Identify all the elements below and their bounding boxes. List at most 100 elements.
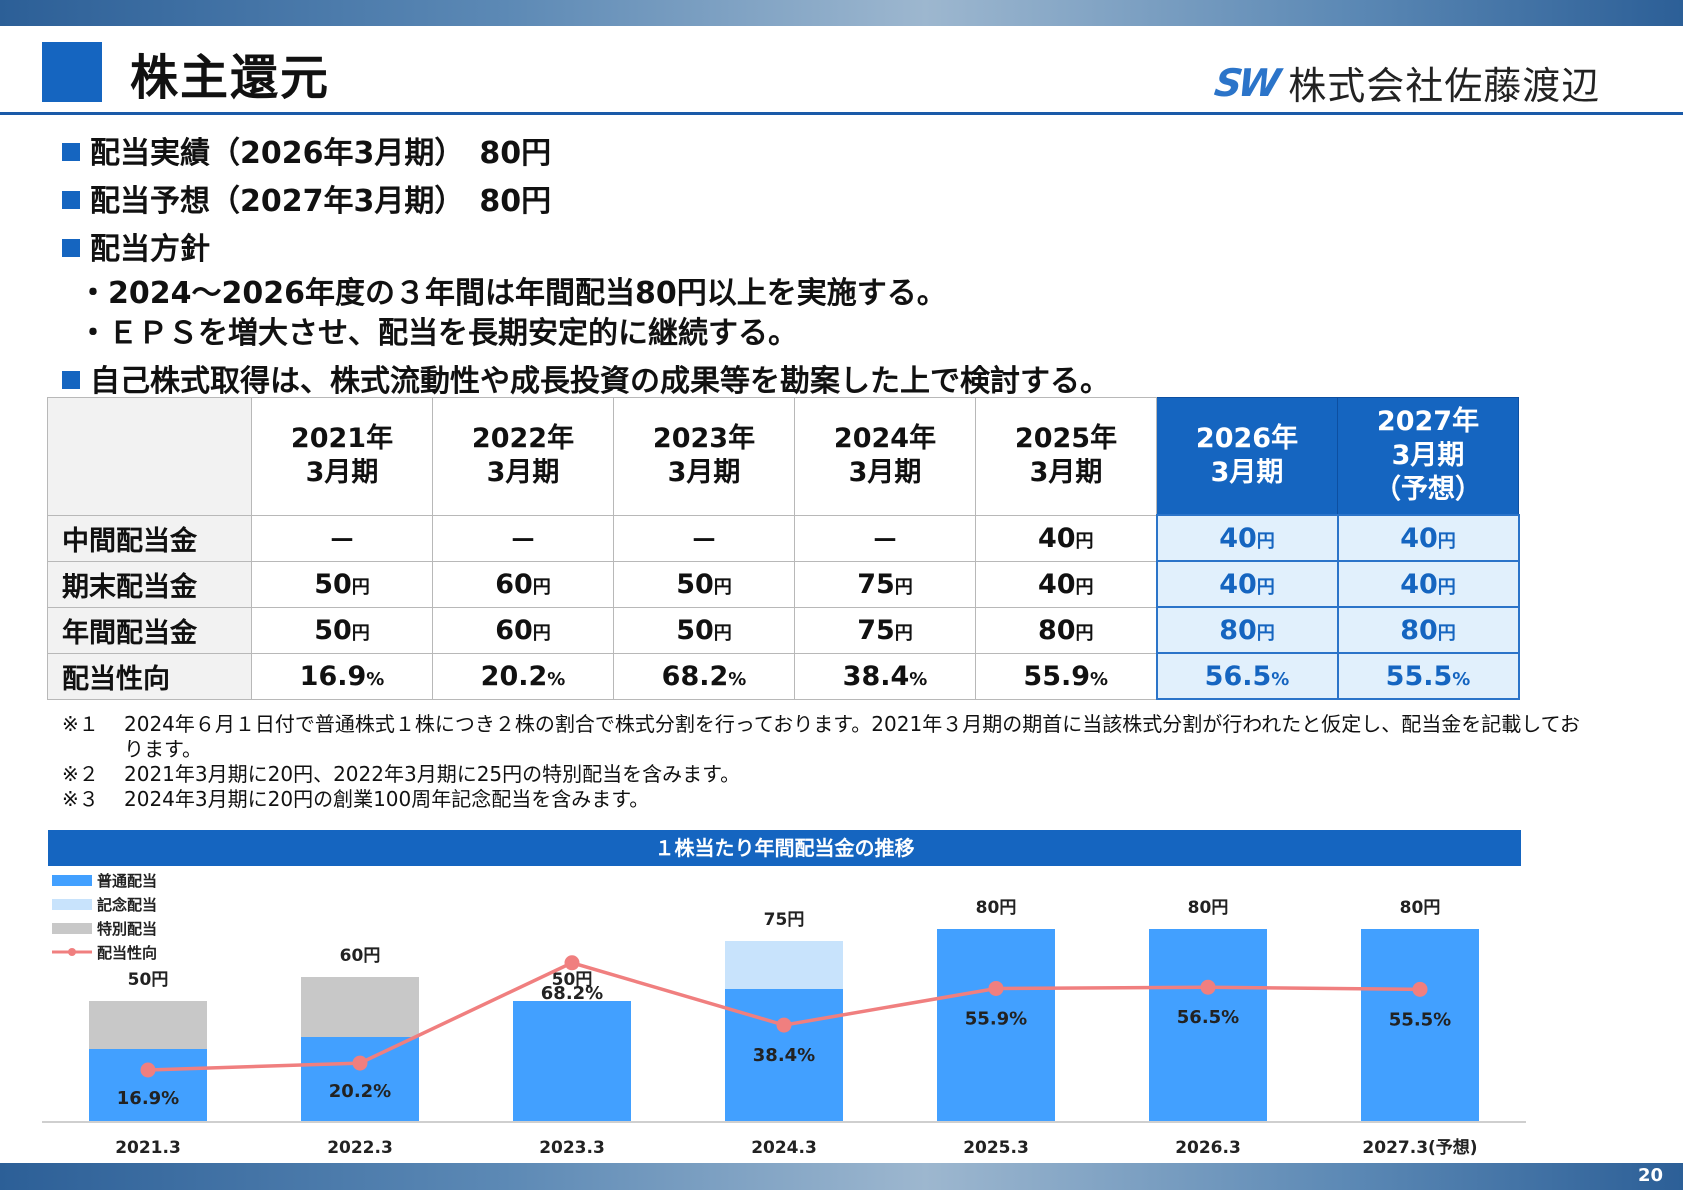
payout-ratio-point — [1412, 981, 1428, 997]
col-header: 2023年 3月期 — [613, 397, 795, 516]
table-cell-highlight: 40円 — [1336, 560, 1520, 608]
row-label: 期末配当金 — [47, 560, 252, 608]
col-header: 2021年 3月期 — [251, 397, 433, 516]
bar-regular — [1149, 929, 1267, 1121]
payout-ratio-label: 68.2% — [541, 983, 603, 1004]
footnote-mark: ※３ — [62, 787, 99, 811]
table-cell-highlight: 80円 — [1336, 606, 1520, 654]
table-cell: 60円 — [432, 606, 614, 654]
payout-ratio-point — [564, 955, 580, 971]
top-band — [0, 0, 1683, 26]
bullet-text: 配当方針 — [90, 232, 210, 267]
table-cell: 80円 — [975, 606, 1157, 654]
footnote-text: 2024年６月１日付で普通株式１株につき２株の割合で株式分割を行っております。2… — [124, 712, 1580, 761]
table-cell: 38.4% — [794, 652, 976, 700]
chart-title: １株当たり年間配当金の推移 — [48, 830, 1521, 866]
col-header-highlight: 2026年 3月期 — [1156, 397, 1338, 516]
bar-regular — [89, 1049, 207, 1121]
title-divider — [0, 112, 1683, 115]
table-row: 中間配当金 － － － － 40円 40円 40円 — [47, 514, 1520, 562]
table-cell: 50円 — [251, 560, 433, 608]
title-marker — [42, 42, 102, 102]
bullet-text: 配当実績（2026年3月期） 80円 — [90, 136, 552, 171]
bar-regular — [725, 989, 843, 1121]
page-number: 20 — [1637, 1165, 1663, 1186]
payout-ratio-point — [776, 1017, 792, 1033]
square-bullet-icon — [62, 143, 80, 161]
bullet-dividend-forecast: 配当予想（2027年3月期） 80円 — [62, 176, 551, 220]
table-cell: 50円 — [613, 606, 795, 654]
legend-label: 記念配当 — [97, 896, 157, 914]
x-tick-label: 2024.3 — [751, 1138, 817, 1158]
payout-ratio-point — [352, 1055, 368, 1071]
table-cell: － — [432, 514, 614, 562]
row-label: 配当性向 — [47, 652, 252, 700]
payout-ratio-point — [1200, 979, 1216, 995]
x-tick-label: 2021.3 — [115, 1138, 181, 1158]
table-cell: 50円 — [613, 560, 795, 608]
table-cell-highlight: 40円 — [1155, 514, 1339, 562]
bullet-text: 自己株式取得は、株式流動性や成長投資の成果等を勘案した上で検討する。 — [90, 364, 1110, 399]
table-corner — [47, 397, 252, 516]
payout-ratio-label: 55.5% — [1389, 1009, 1451, 1030]
table-row: 配当性向 16.9% 20.2% 68.2% 38.4% 55.9% 56.5%… — [47, 652, 1520, 700]
col-header: 2024年 3月期 — [794, 397, 976, 516]
table-cell: 60円 — [432, 560, 614, 608]
total-label: 60円 — [340, 946, 381, 966]
total-label: 80円 — [1188, 898, 1229, 918]
sw-logo-icon: SW — [1211, 60, 1280, 105]
table-cell: 40円 — [975, 560, 1157, 608]
legend-label: 普通配当 — [97, 872, 157, 890]
policy-item-1: ・2024～2026年度の３年間は年間配当80円以上を実施する。 — [78, 276, 947, 311]
table-cell: － — [794, 514, 976, 562]
legend-swatch — [52, 899, 92, 910]
bar-regular — [301, 1037, 419, 1121]
page-title: 株主還元 — [130, 50, 331, 106]
table-row: 期末配当金 50円 60円 50円 75円 40円 40円 40円 — [47, 560, 1520, 608]
table-cell: 40円 — [975, 514, 1157, 562]
table-cell-highlight: 55.5% — [1336, 652, 1520, 700]
footnote: ※２ 2021年3月期に20円、2022年3月期に25円の特別配当を含みます。 — [62, 762, 1594, 787]
footnote-mark: ※１ — [62, 712, 99, 736]
total-label: 50円 — [128, 970, 169, 990]
table-cell-highlight: 56.5% — [1155, 652, 1339, 700]
table-cell: 75円 — [794, 606, 976, 654]
total-label: 80円 — [1400, 898, 1441, 918]
table-cell: 50円 — [251, 606, 433, 654]
table-cell: 16.9% — [251, 652, 433, 700]
col-header: 2025年 3月期 — [975, 397, 1157, 516]
x-tick-label: 2023.3 — [539, 1138, 605, 1158]
payout-ratio-point — [988, 980, 1004, 996]
bar-regular — [1361, 929, 1479, 1121]
payout-ratio-label: 56.5% — [1177, 1007, 1239, 1028]
bar-special — [89, 1001, 207, 1049]
bar-regular — [513, 1001, 631, 1121]
company-name: 株式会社佐藤渡辺 — [1288, 64, 1601, 108]
col-header: 2022年 3月期 — [432, 397, 614, 516]
table-cell: 68.2% — [613, 652, 795, 700]
table-row: 年間配当金 50円 60円 50円 75円 80円 80円 80円 — [47, 606, 1520, 654]
table-cell: － — [613, 514, 795, 562]
bullet-buyback: 自己株式取得は、株式流動性や成長投資の成果等を勘案した上で検討する。 — [62, 356, 1110, 400]
x-tick-label: 2022.3 — [327, 1138, 393, 1158]
x-tick-label: 2027.3(予想) — [1362, 1137, 1477, 1158]
policy-item-2: ・ＥＰＳを増大させ、配当を長期安定的に継続する。 — [78, 316, 798, 351]
payout-ratio-label: 55.9% — [965, 1008, 1027, 1029]
payout-ratio-label: 38.4% — [753, 1045, 815, 1066]
payout-ratio-label: 20.2% — [329, 1081, 391, 1102]
table-cell-highlight: 40円 — [1155, 560, 1339, 608]
square-bullet-icon — [62, 371, 80, 389]
table-cell-highlight: 80円 — [1155, 606, 1339, 654]
table-cell: － — [251, 514, 433, 562]
x-tick-label: 2025.3 — [963, 1138, 1029, 1158]
col-header-highlight: 2027年 3月期 （予想） — [1337, 397, 1519, 516]
legend-label: 配当性向 — [97, 944, 157, 962]
square-bullet-icon — [62, 239, 80, 257]
table-cell: 20.2% — [432, 652, 614, 700]
payout-ratio-label: 16.9% — [117, 1088, 179, 1109]
footnote: ※３ 2024年3月期に20円の創業100周年記念配当を含みます。 — [62, 787, 1594, 812]
dividend-chart: 50円 2021.3 60円 2022.3 50円 2023.3 75円 2024.3 80円 2… — [42, 872, 1526, 1158]
legend-label: 特別配当 — [97, 920, 157, 938]
row-label: 中間配当金 — [47, 514, 252, 562]
table-cell-highlight: 40円 — [1336, 514, 1520, 562]
